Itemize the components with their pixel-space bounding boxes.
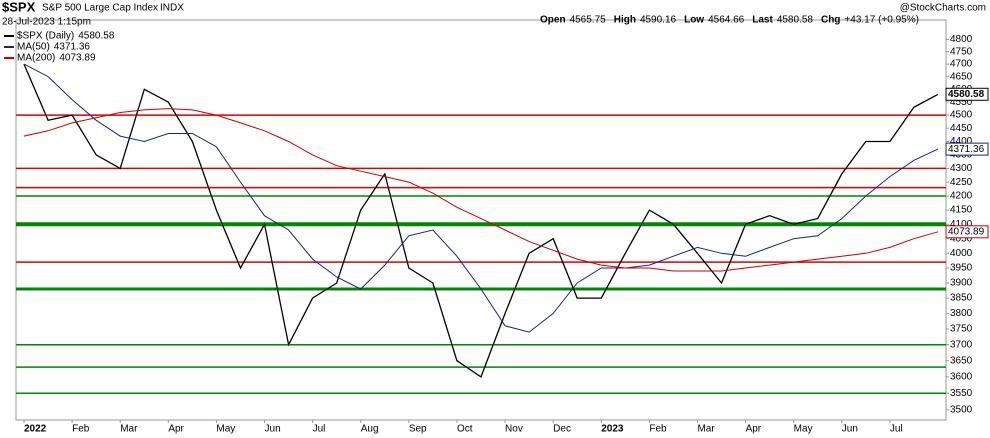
x-tick-label: May (794, 424, 813, 435)
x-tick-label: Apr (746, 424, 762, 435)
y-tick-label: 3900 (950, 278, 973, 289)
x-tick-label: Mar (697, 424, 715, 435)
y-tick-label: 4300 (950, 163, 973, 174)
y-tick-label: 4050 (950, 233, 973, 244)
x-tick-label: Feb (72, 424, 90, 435)
legend-label: MA(200) (17, 53, 55, 64)
quote-label: Low (684, 15, 704, 26)
x-tick-label: Jul (890, 424, 903, 435)
y-tick-label: 4450 (950, 123, 973, 134)
y-tick-label: 4200 (950, 191, 973, 202)
x-tick-label: 2023 (601, 424, 624, 435)
x-tick-label: Jun (842, 424, 858, 435)
y-tick-label: 4700 (950, 59, 973, 70)
y-tick-label: 4000 (950, 248, 973, 259)
exchange: INDX (160, 3, 184, 14)
x-tick-label: May (216, 424, 235, 435)
x-tick-label: Jun (265, 424, 281, 435)
legend-value: 4371.36 (54, 42, 91, 53)
quote-value: +43.17 (+0.95%) (844, 15, 919, 26)
quote-label: High (614, 15, 636, 26)
y-tick-label: 3550 (950, 388, 973, 399)
x-tick-label: Feb (649, 424, 667, 435)
credit: @StockCharts.com (900, 3, 986, 14)
y-tick-label: 3600 (950, 371, 973, 382)
y-tick-label: 4100 (950, 219, 973, 230)
y-tick-label: 4800 (950, 34, 973, 45)
y-tick-label: 4500 (950, 110, 973, 121)
chart-subtitle: S&P 500 Large Cap Index (42, 3, 158, 14)
series-line (23, 63, 939, 378)
legend-value: 4580.58 (78, 31, 115, 42)
quote-label: Last (752, 15, 773, 26)
quote-label: Open (540, 15, 566, 26)
value-tag (945, 225, 989, 239)
x-tick-label: Dec (553, 424, 571, 435)
y-tick-label: 3950 (950, 263, 973, 274)
quote: Open 4565.75 High 4590.16 Low 4564.66 Last 4580… (540, 15, 919, 26)
x-tick-label: Nov (505, 424, 523, 435)
value-tag-label: 4580.58 (948, 89, 985, 100)
chart-title: $SPX (2, 0, 36, 14)
series-line (23, 108, 939, 272)
x-tick-label: Oct (457, 424, 473, 435)
value-tag (945, 142, 989, 156)
x-tick-label: Sep (409, 424, 427, 435)
date: 28-Jul-2023 1:15pm (2, 17, 91, 28)
y-tick-label: 3750 (950, 324, 973, 335)
quote-value: 4564.66 (708, 15, 745, 26)
quote-value: 4565.75 (570, 15, 607, 26)
value-tag-label: 4073.89 (948, 226, 985, 237)
y-tick-label: 4150 (950, 205, 973, 216)
y-tick-label: 4400 (950, 136, 973, 147)
y-tick-label: 4750 (950, 46, 973, 57)
legend-label: MA(50) (17, 42, 50, 53)
value-tag-label: 4371.36 (948, 144, 985, 155)
quote-value: 4590.16 (640, 15, 677, 26)
legend-value: 4073.89 (59, 53, 96, 64)
y-tick-label: 4650 (950, 71, 973, 82)
quote-label: Chg (821, 15, 840, 26)
x-tick-label: Mar (120, 424, 138, 435)
value-tag (945, 87, 989, 101)
series-line (23, 63, 939, 333)
y-tick-label: 3800 (950, 308, 973, 319)
plot-frame (15, 19, 947, 421)
quote-value: 4580.58 (777, 15, 814, 26)
legend-label: $SPX (Daily) (17, 31, 74, 42)
y-tick-label: 3650 (950, 355, 973, 366)
x-tick-label: Aug (361, 424, 379, 435)
y-tick-label: 3700 (950, 339, 973, 350)
y-tick-label: 4550 (950, 97, 973, 108)
x-tick-label: Jul (313, 424, 326, 435)
y-tick-label: 3500 (950, 405, 973, 416)
y-tick-label: 3850 (950, 293, 973, 304)
y-tick-label: 4250 (950, 177, 973, 188)
x-tick-label: Apr (168, 424, 184, 435)
x-tick-label: 2022 (24, 424, 47, 435)
